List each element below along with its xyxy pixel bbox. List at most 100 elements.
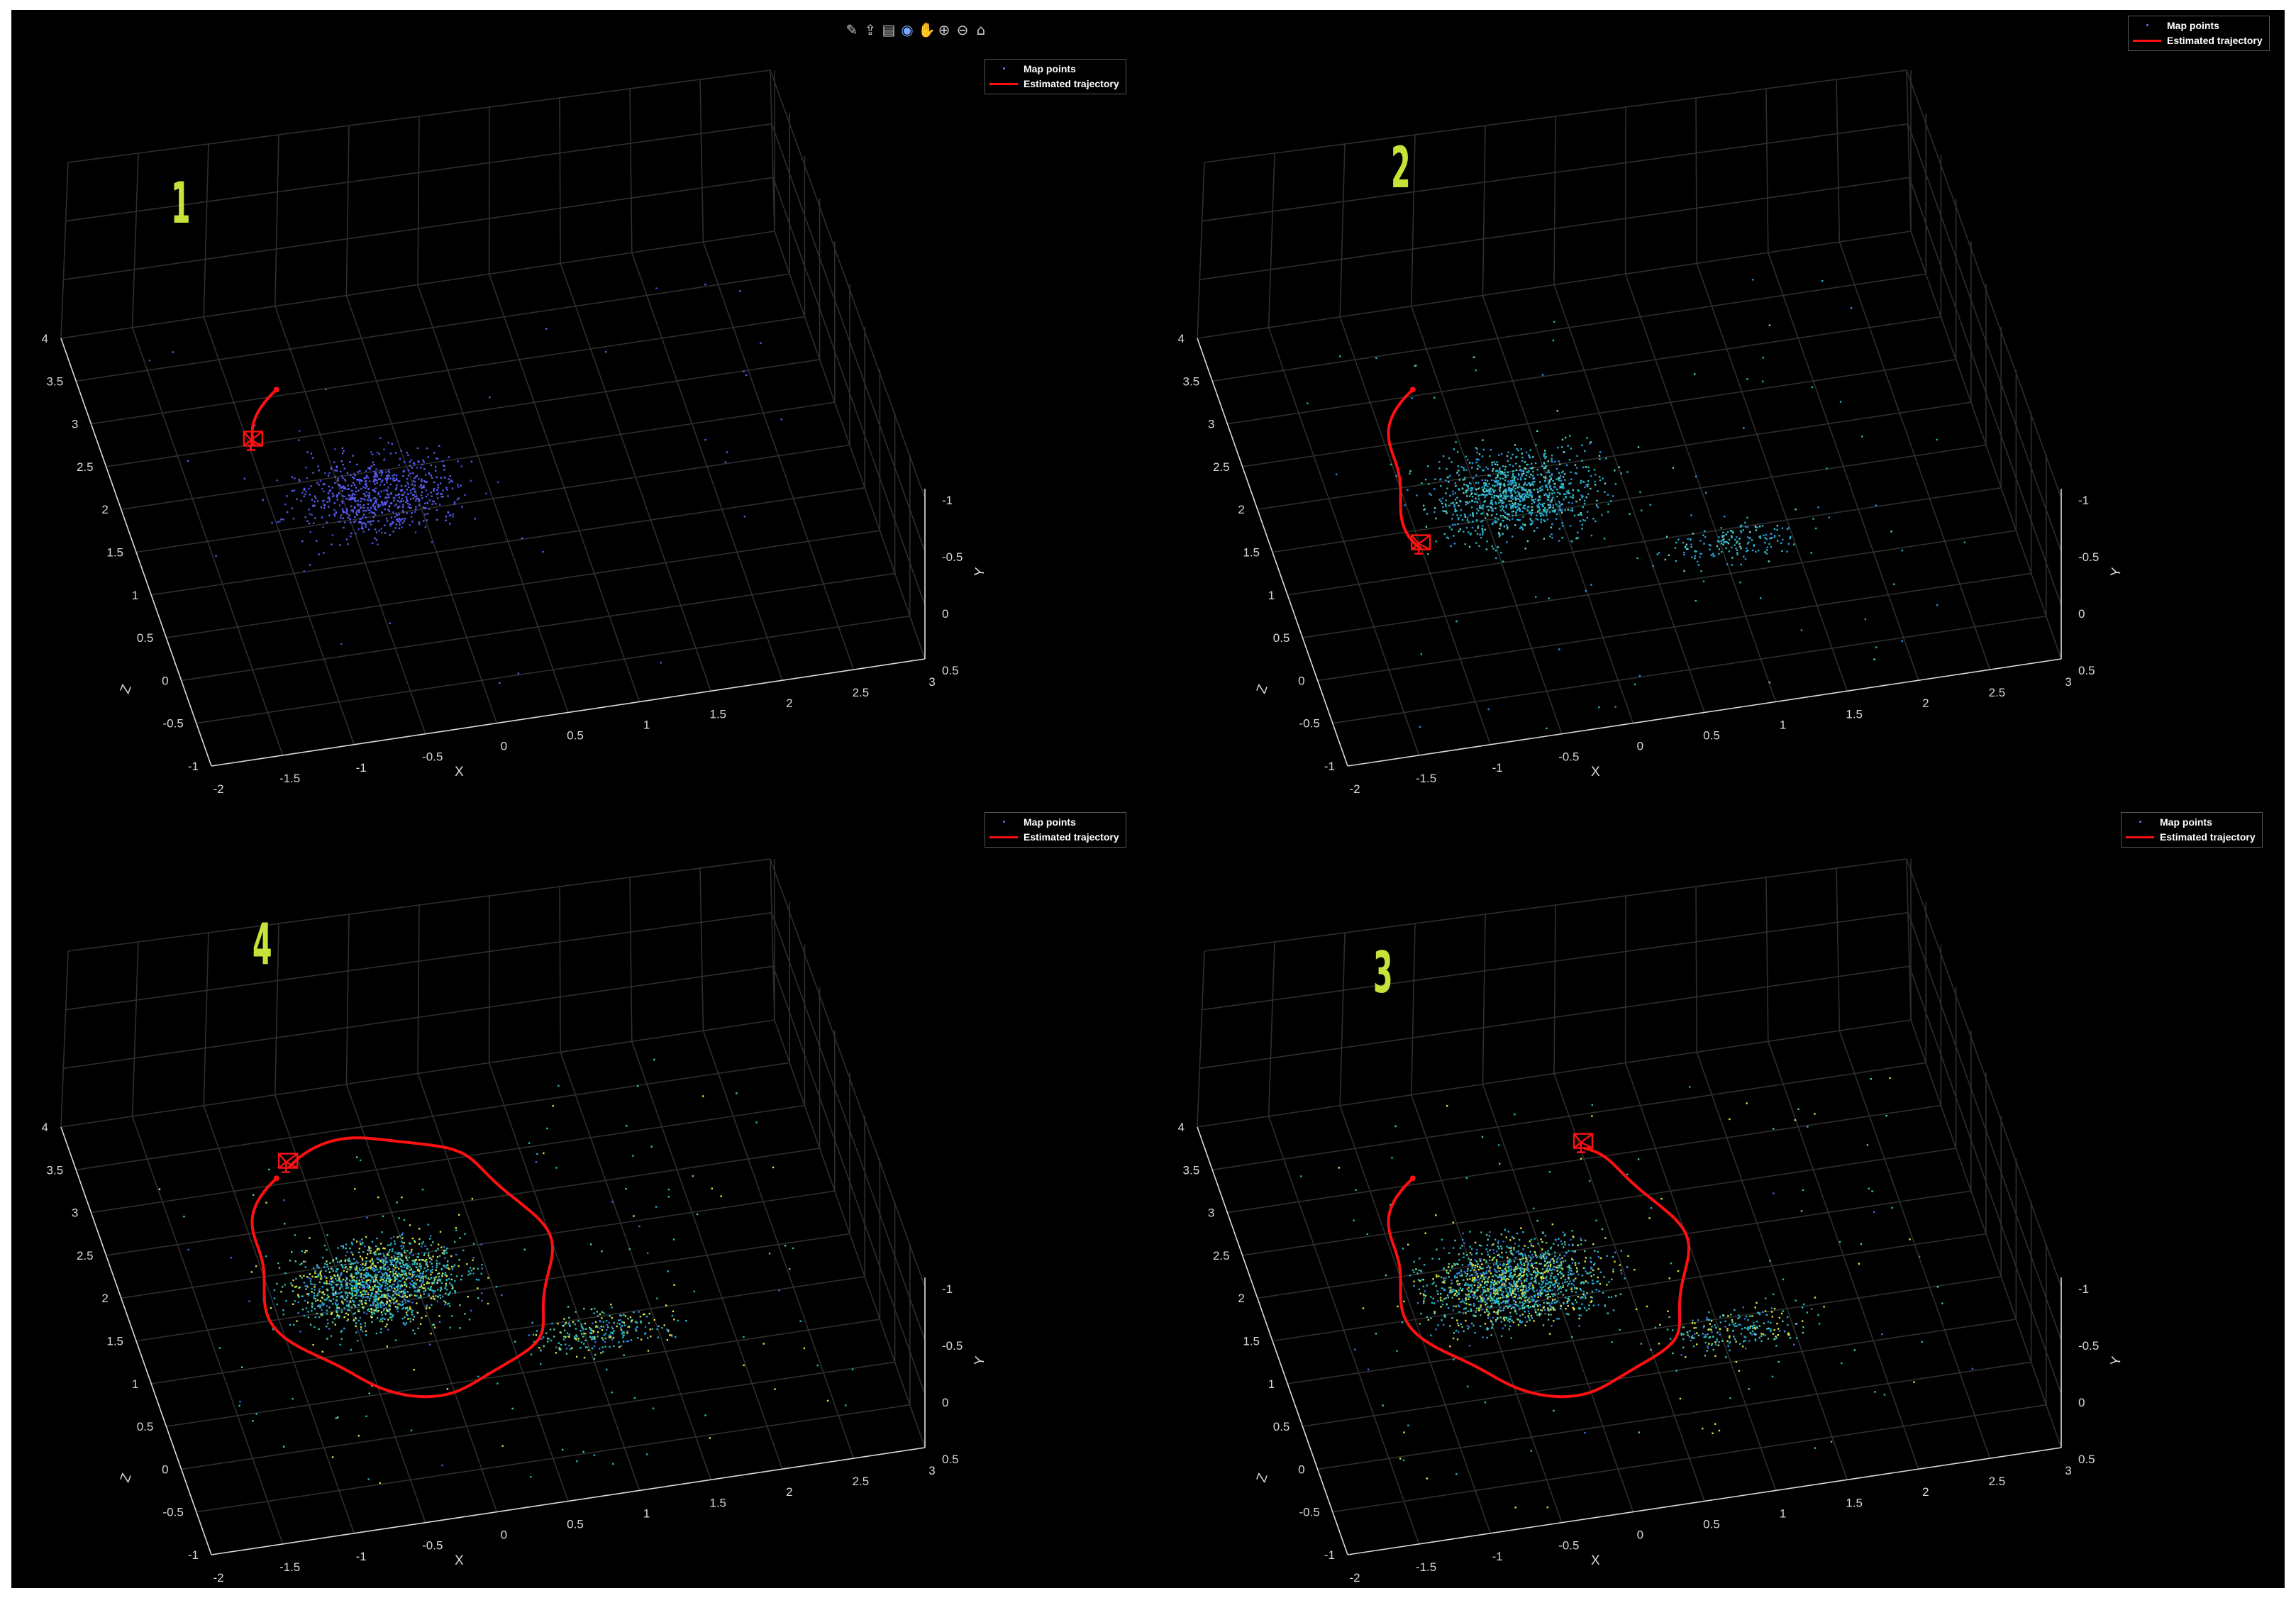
x-tick-label: 0.5 bbox=[1703, 729, 1720, 743]
x-tick-label: 3 bbox=[928, 675, 935, 689]
trajectory-start-marker bbox=[273, 1175, 279, 1182]
z-tick-label: 1.5 bbox=[1243, 1335, 1260, 1348]
x-tick-label: -1 bbox=[1492, 1550, 1503, 1563]
plot-panel-4[interactable]: -2 -1.5 -1 -0.5 0 0.5 1 1.5 2 2.5 3 -1 -0.5 0 0.5 1 1.5 2… bbox=[11, 799, 1148, 1587]
brush-icon[interactable]: ✎ bbox=[845, 21, 858, 38]
rotate-3d-icon[interactable]: ◉ bbox=[901, 21, 914, 38]
home-icon[interactable]: ⌂ bbox=[976, 21, 986, 38]
trajectory-line-marker bbox=[2129, 33, 2167, 48]
z-axis-label: Z bbox=[118, 682, 135, 695]
z-tick-label: 4 bbox=[42, 1121, 48, 1134]
x-tick-label: -1 bbox=[356, 1550, 367, 1563]
legend-entry-trajectory: Estimated trajectory bbox=[2122, 829, 2256, 845]
z-tick-label: 0.5 bbox=[1273, 631, 1290, 645]
z-tick-label: 3.5 bbox=[47, 374, 64, 388]
axis-lines bbox=[1197, 338, 2062, 767]
y-tick-label: 0 bbox=[942, 1396, 948, 1409]
z-tick-label: -0.5 bbox=[1299, 717, 1320, 731]
legend-label: Estimated trajectory bbox=[2167, 35, 2263, 46]
map-points-marker bbox=[2129, 18, 2167, 33]
x-tick-label: -1.5 bbox=[1416, 772, 1436, 785]
z-axis-label: Z bbox=[1254, 682, 1271, 695]
z-tick-label: -1 bbox=[1324, 1548, 1335, 1562]
z-tick-label: 1 bbox=[1268, 589, 1275, 602]
y-tick-label: 0 bbox=[2078, 607, 2085, 621]
x-tick-label: 1 bbox=[1780, 1507, 1786, 1520]
x-tick-label: -2 bbox=[1349, 782, 1360, 796]
data-tips-icon[interactable]: ▤ bbox=[882, 21, 896, 38]
plot-panel-3[interactable]: -2 -1.5 -1 -0.5 0 0.5 1 1.5 2 2.5 3 -1 -0.5 0 0.5 1 1.5 2… bbox=[1148, 799, 2284, 1587]
y-tick-label: -1 bbox=[942, 1282, 953, 1296]
axis-lines bbox=[60, 338, 926, 767]
z-tick-label: 0.5 bbox=[1273, 1420, 1290, 1433]
y-tick-label: -0.5 bbox=[2078, 1339, 2099, 1353]
axes-3d[interactable]: -2 -1.5 -1 -0.5 0 0.5 1 1.5 2 2.5 3 -1 -0.5 0 0.5 1 1.5 2… bbox=[1148, 10, 2284, 799]
x-tick-label: 1.5 bbox=[709, 707, 726, 721]
legend-label: Map points bbox=[1024, 816, 1076, 828]
z-tick-label: 1 bbox=[132, 589, 138, 602]
grid bbox=[1197, 858, 2062, 1555]
legend-label: Map points bbox=[1024, 63, 1076, 74]
legend[interactable]: Map points Estimated trajectory bbox=[985, 59, 1126, 94]
y-tick-label: 0.5 bbox=[942, 664, 959, 677]
legend[interactable]: Map points Estimated trajectory bbox=[2128, 16, 2270, 51]
axis-lines bbox=[1197, 1126, 2062, 1555]
x-tick-label: 0.5 bbox=[567, 729, 584, 743]
plot-panel-1[interactable]: -2 -1.5 -1 -0.5 0 0.5 1 1.5 2 2.5 3 -1 -0.5 0 0.5 1 1.5 2… bbox=[11, 10, 1148, 799]
y-axis-label: Y bbox=[2108, 1355, 2124, 1366]
trajectory-line-marker bbox=[2122, 829, 2160, 845]
axes-3d[interactable]: -2 -1.5 -1 -0.5 0 0.5 1 1.5 2 2.5 3 -1 -0.5 0 0.5 1 1.5 2… bbox=[11, 799, 1148, 1587]
legend[interactable]: Map points Estimated trajectory bbox=[2121, 812, 2263, 848]
z-tick-label: 3 bbox=[1208, 1206, 1214, 1220]
camera-pose-icon bbox=[243, 431, 264, 451]
z-tick-label: -0.5 bbox=[1299, 1506, 1320, 1519]
z-tick-label: 0 bbox=[1298, 674, 1304, 687]
x-tick-label: 2.5 bbox=[853, 1475, 870, 1488]
x-tick-label: 2.5 bbox=[853, 686, 870, 699]
z-tick-label: 2.5 bbox=[1213, 460, 1230, 474]
y-tick-label: 0 bbox=[942, 607, 948, 621]
legend-entry-map-points: Map points bbox=[2122, 814, 2212, 830]
export-icon[interactable]: ⇪ bbox=[864, 21, 877, 38]
x-tick-label: 0 bbox=[501, 740, 507, 753]
y-axis-label: Y bbox=[972, 566, 988, 577]
grid bbox=[1197, 70, 2062, 767]
map-points bbox=[148, 284, 782, 684]
axes-3d[interactable]: -2 -1.5 -1 -0.5 0 0.5 1 1.5 2 2.5 3 -1 -0.5 0 0.5 1 1.5 2… bbox=[1148, 799, 2284, 1587]
z-tick-label: 3 bbox=[72, 418, 78, 431]
x-tick-label: 2 bbox=[786, 1485, 792, 1499]
map-points-marker bbox=[985, 814, 1024, 830]
x-tick-label: 1.5 bbox=[1846, 707, 1863, 721]
axes-toolbar: ✎ ⇪ ▤ ◉ ✋ ⊕ ⊖ ⌂ bbox=[844, 19, 989, 40]
axes-3d[interactable]: -2 -1.5 -1 -0.5 0 0.5 1 1.5 2 2.5 3 -1 -0.5 0 0.5 1 1.5 2… bbox=[11, 10, 1148, 799]
x-tick-label: 0 bbox=[501, 1528, 507, 1542]
panel-number-label: 1 bbox=[171, 170, 191, 236]
map-points-marker bbox=[2122, 814, 2160, 830]
trajectory-start-marker bbox=[1409, 1175, 1416, 1182]
trajectory-line-marker bbox=[985, 76, 1024, 91]
x-tick-label: -1.5 bbox=[279, 1560, 300, 1574]
x-tick-label: 2 bbox=[1922, 697, 1929, 710]
z-tick-label: 0 bbox=[162, 674, 168, 687]
x-tick-label: 3 bbox=[2065, 1464, 2071, 1477]
z-tick-label: -1 bbox=[188, 1548, 199, 1562]
zoom-out-icon[interactable]: ⊖ bbox=[956, 21, 969, 38]
z-tick-label: -0.5 bbox=[163, 1506, 184, 1519]
legend-entry-map-points: Map points bbox=[985, 814, 1076, 830]
y-axis-label: Y bbox=[2108, 566, 2124, 577]
x-axis-label: X bbox=[1591, 1553, 1600, 1568]
estimated-trajectory bbox=[250, 1136, 554, 1399]
legend-entry-map-points: Map points bbox=[2129, 18, 2219, 33]
x-tick-label: 0.5 bbox=[567, 1518, 584, 1531]
z-tick-label: 2.5 bbox=[1213, 1249, 1230, 1263]
x-tick-label: 2.5 bbox=[1989, 1475, 2006, 1488]
zoom-in-icon[interactable]: ⊕ bbox=[938, 21, 950, 38]
x-tick-label: -1 bbox=[1492, 761, 1503, 775]
x-tick-label: -1.5 bbox=[279, 772, 300, 785]
pan-icon[interactable]: ✋ bbox=[918, 21, 936, 38]
legend[interactable]: Map points Estimated trajectory bbox=[985, 812, 1126, 848]
z-tick-label: 3 bbox=[1208, 418, 1214, 431]
plot-panel-2[interactable]: -2 -1.5 -1 -0.5 0 0.5 1 1.5 2 2.5 3 -1 -0.5 0 0.5 1 1.5 2… bbox=[1148, 10, 2284, 799]
x-tick-label: 0.5 bbox=[1703, 1518, 1720, 1531]
trajectory-line-marker bbox=[985, 829, 1024, 845]
